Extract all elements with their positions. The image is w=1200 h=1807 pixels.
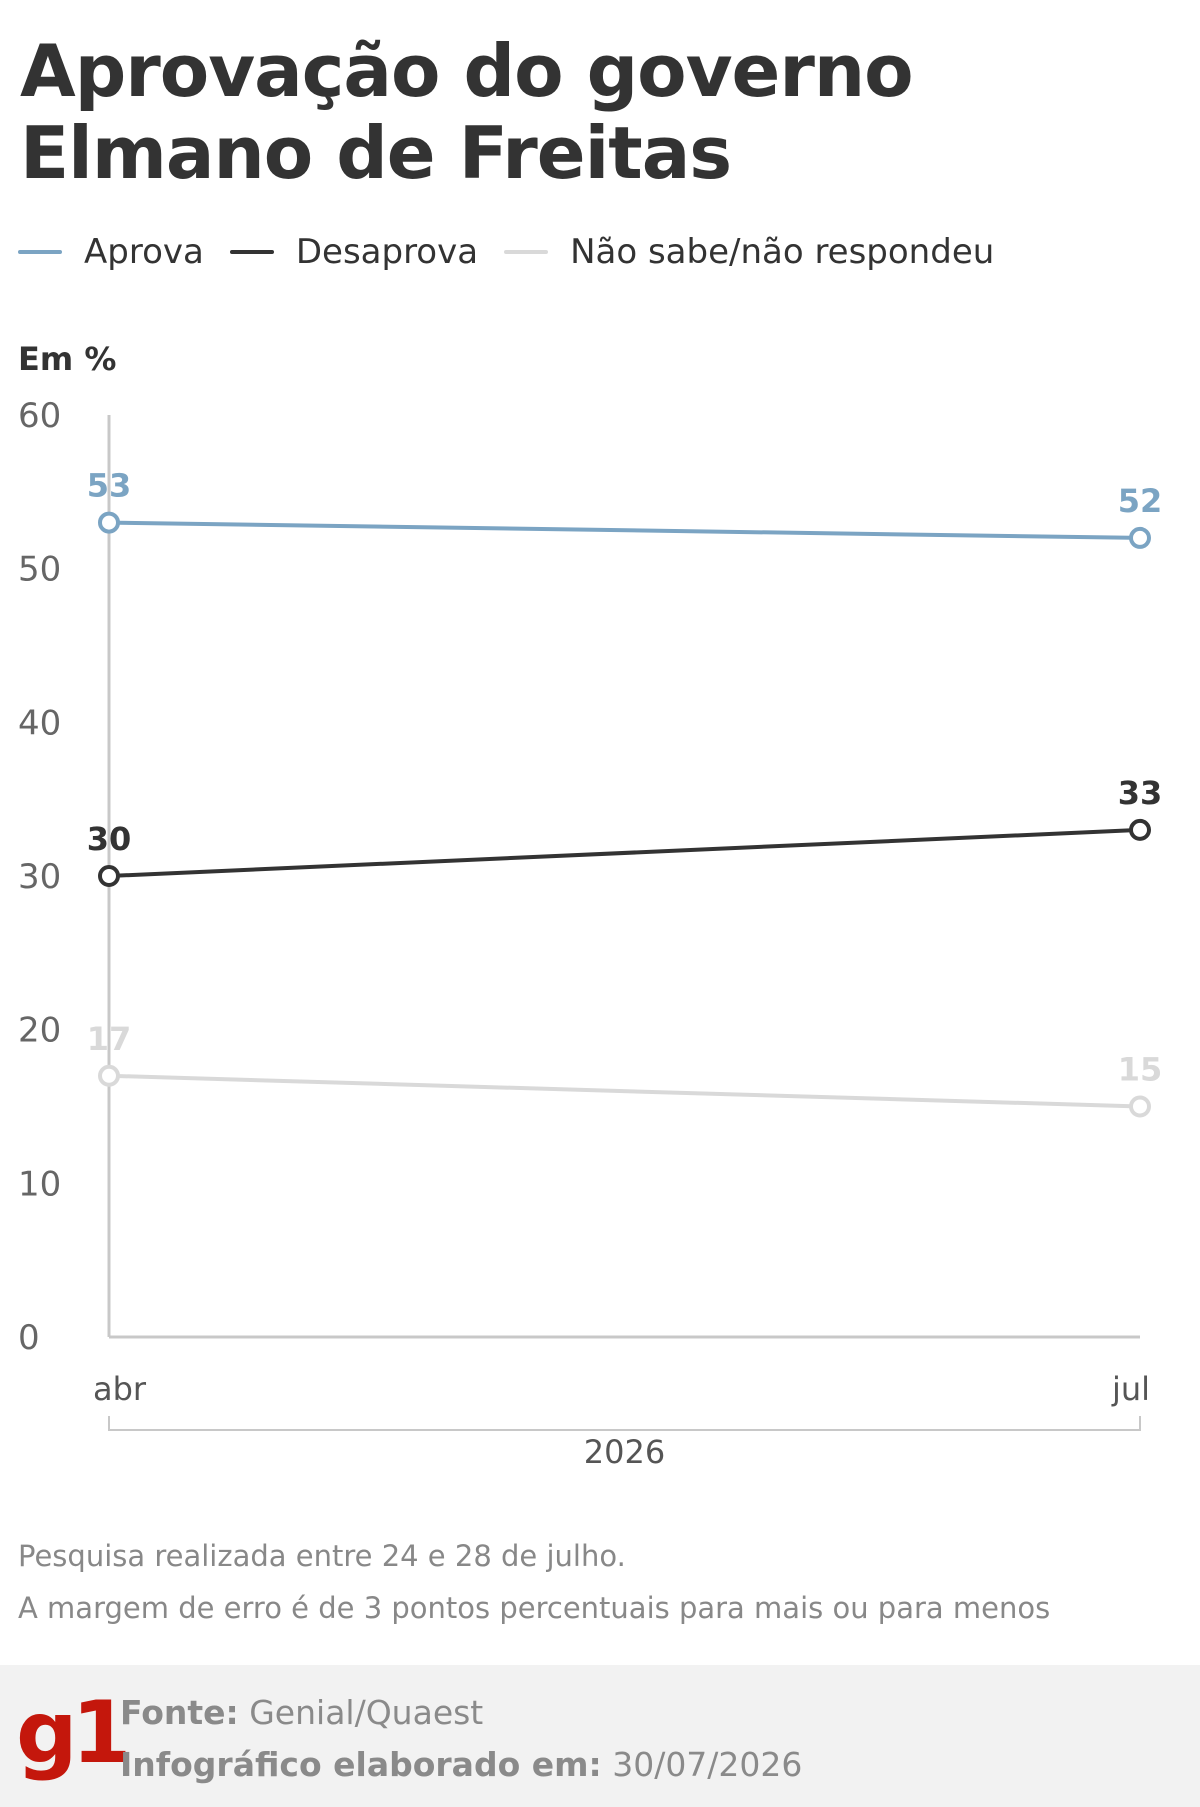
note-margin-of-error: A margem de erro é de 3 pontos percentua… (18, 1591, 1051, 1625)
x-tick-label-abr: abr (93, 1370, 147, 1408)
data-label-nao-sabe-nao-respondeu-jul: 15 (1118, 1051, 1163, 1089)
date-line: Infográfico elaborado em: 30/07/2026 (120, 1739, 802, 1791)
y-tick-label-30: 30 (18, 857, 61, 897)
y-tick-label-50: 50 (18, 550, 61, 590)
y-tick-label-10: 10 (18, 1164, 61, 1204)
legend-item-aprova: Aprova (18, 232, 204, 272)
chart-title-line-2: Elmano de Freitas (20, 111, 732, 195)
source-line: Fonte: Genial/Quaest (120, 1687, 802, 1739)
period-label: 2026 (584, 1433, 665, 1471)
series-point-desaprova-jul (1129, 818, 1151, 841)
date-value: 30/07/2026 (612, 1745, 803, 1784)
line-chart: 0 10 20 30 40 50 60 abr jul 2026 53 52 30 33 17 15 (18, 396, 1163, 1471)
legend-swatch-nao-sabe (504, 250, 549, 254)
series-line-aprova (108, 520, 1141, 540)
source-value: Genial/Quaest (249, 1693, 484, 1732)
x-tick-label-jul: jul (1111, 1370, 1150, 1408)
g1-logo: g1 (16, 1683, 131, 1783)
legend-item-nao-sabe: Não sabe/não respondeu (504, 232, 994, 272)
chart-title: Aprovação do governo Elmano de Freitas (20, 30, 1180, 194)
chart-title-line-1: Aprovação do governo (20, 29, 914, 113)
note-survey-period: Pesquisa realizada entre 24 e 28 de julh… (18, 1539, 626, 1573)
legend-label-nao-sabe: Não sabe/não respondeu (570, 232, 995, 272)
chart-notes: Pesquisa realizada entre 24 e 28 de julh… (18, 1530, 1050, 1634)
legend-swatch-desaprova (229, 250, 274, 254)
data-label-desaprova-abr: 30 (87, 820, 132, 858)
series-line-nao-sabe-nao-respondeu (108, 1073, 1141, 1109)
y-tick-label-60: 60 (18, 396, 61, 436)
legend-swatch-aprova (18, 250, 62, 254)
series-point-desaprova-abr (98, 865, 120, 887)
chart-legend: Aprova Desaprova Não sabe/não respondeu (18, 232, 1020, 272)
footer-credits: Fonte: Genial/Quaest Infográfico elabora… (120, 1687, 802, 1791)
legend-label-desaprova: Desaprova (295, 232, 479, 272)
data-label-desaprova-jul: 33 (1118, 774, 1163, 812)
legend-item-desaprova: Desaprova (229, 232, 479, 272)
series-point-aprova-jul (1129, 526, 1151, 549)
y-tick-label-40: 40 (18, 703, 61, 743)
footer: g1 Fonte: Genial/Quaest Infográfico elab… (0, 1665, 1200, 1807)
legend-label-aprova: Aprova (84, 232, 204, 272)
data-label-nao-sabe-nao-respondeu-abr: 17 (87, 1020, 132, 1058)
period-bracket (108, 1416, 1141, 1431)
date-label: Infográfico elaborado em: (120, 1745, 602, 1784)
source-label: Fonte: (120, 1693, 239, 1732)
series-line-desaprova (108, 827, 1141, 878)
data-label-aprova-abr: 53 (87, 467, 132, 505)
y-tick-label-0: 0 (18, 1318, 40, 1358)
y-tick-label-20: 20 (18, 1011, 61, 1051)
series-point-nao-sabe-nao-respondeu-jul (1129, 1095, 1151, 1118)
series-point-nao-sabe-nao-respondeu-abr (98, 1064, 120, 1087)
y-axis-unit-label: Em % (18, 340, 117, 378)
data-label-aprova-jul: 52 (1118, 482, 1163, 520)
series-point-aprova-abr (98, 511, 120, 534)
